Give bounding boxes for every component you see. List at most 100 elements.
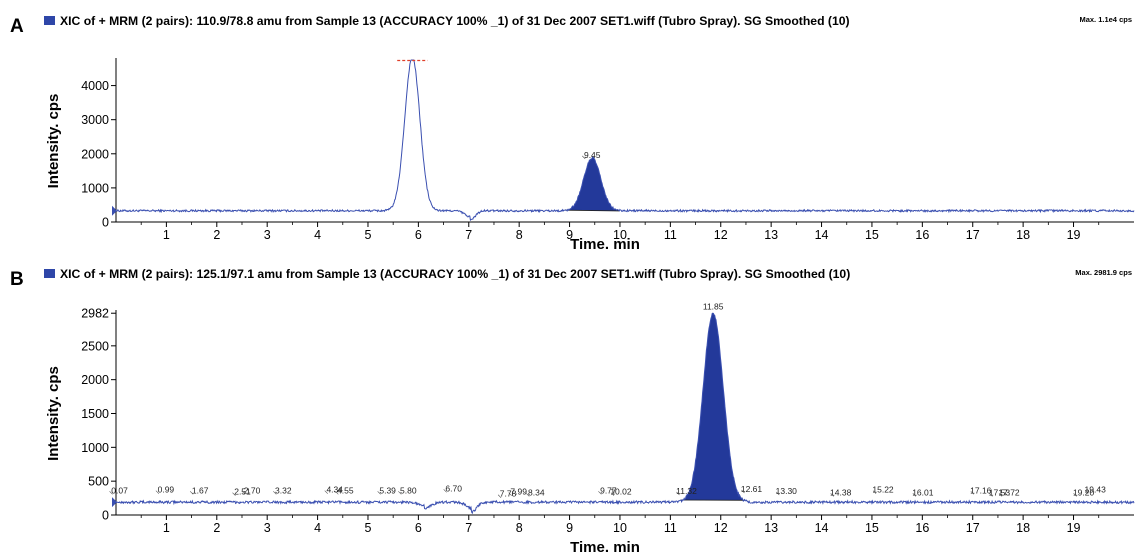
x-tick-label: 5	[365, 521, 372, 535]
x-tick-label: 12	[714, 521, 728, 535]
baseline-arrow	[112, 205, 117, 216]
x-tick-label: 1	[163, 228, 170, 242]
peak-retention-label: 3.32	[275, 485, 292, 495]
x-tick-label: 18	[1016, 228, 1030, 242]
x-tick-label: 6	[415, 521, 422, 535]
label-leader	[335, 491, 339, 495]
x-tick-label: 4	[314, 228, 321, 242]
x-tick-label: 6	[415, 228, 422, 242]
label-leader	[970, 491, 975, 495]
peak-retention-label: 17.72	[998, 487, 1020, 497]
y-tick-label: 2000	[81, 373, 109, 387]
label-leader	[676, 491, 680, 496]
legend-swatch	[44, 269, 55, 278]
peak-retention-label: 9.45	[584, 150, 601, 160]
series-line	[115, 59, 1135, 222]
peak-retention-label: 7.78	[500, 489, 517, 499]
peak-retention-label: 11.32	[676, 486, 697, 496]
label-leader	[989, 493, 993, 497]
peak-retention-label: 0.07	[111, 485, 128, 495]
peak-baseline	[565, 209, 620, 212]
y-tick-label: 0	[102, 509, 109, 523]
label-leader	[189, 491, 194, 495]
label-leader	[508, 492, 512, 496]
peak-retention-label: 19.20	[1073, 487, 1095, 497]
baseline-arrow	[112, 497, 117, 508]
integrated-peak-area	[681, 313, 746, 502]
y-tick-label: 4000	[81, 79, 109, 93]
y-tick-label: 2500	[81, 339, 109, 353]
x-tick-label: 1	[163, 521, 170, 535]
label-leader	[155, 490, 160, 494]
series-line	[115, 312, 1135, 515]
y-tick-label: 1000	[81, 441, 109, 455]
x-tick-label: 18	[1016, 521, 1030, 535]
label-leader	[598, 491, 602, 495]
x-tick-label: 10	[613, 228, 627, 242]
label-leader	[582, 155, 586, 160]
x-tick-label: 3	[264, 228, 271, 242]
y-tick-label: 2000	[81, 147, 109, 161]
peak-retention-label: 12.61	[741, 484, 763, 494]
y-axis-label: Intensity. cps	[45, 366, 62, 461]
x-tick-label: 8	[516, 521, 523, 535]
peak-retention-label: 7.99	[510, 487, 527, 497]
peak-retention-label: 17.53	[989, 487, 1011, 497]
peak-retention-label: 19.43	[1085, 485, 1107, 495]
x-tick-label: 16	[915, 521, 929, 535]
label-leader	[998, 493, 1003, 497]
x-tick-label: 7	[465, 521, 472, 535]
label-leader	[526, 493, 530, 497]
x-tick-label: 8	[516, 228, 523, 242]
x-tick-label: 2	[213, 228, 220, 242]
chart-panel-a: A XIC of + MRM (2 pairs): 110.9/78.8 amu …	[10, 14, 1135, 253]
peak-retention-label: 4.55	[337, 485, 354, 495]
x-tick-label: 13	[764, 521, 778, 535]
peak-retention-label: 11.85	[703, 301, 724, 311]
label-leader	[872, 490, 877, 494]
x-tick-label: 10	[613, 521, 627, 535]
peak-retention-label: 2.70	[244, 485, 261, 495]
x-axis-label: Time. min	[570, 539, 640, 556]
label-leader	[1084, 490, 1089, 494]
peak-retention-label: 9.77	[600, 485, 617, 495]
peak-retention-label: 16.01	[912, 487, 934, 497]
label-leader	[741, 489, 745, 494]
label-leader	[912, 493, 917, 497]
x-tick-label: 17	[966, 521, 980, 535]
x-tick-label: 9	[566, 228, 573, 242]
panel-label: A	[10, 16, 24, 37]
x-tick-label: 19	[1067, 521, 1081, 535]
x-tick-label: 14	[815, 228, 829, 242]
peak-retention-label: 13.30	[776, 486, 798, 496]
label-leader	[324, 490, 328, 494]
x-tick-label: 5	[365, 228, 372, 242]
y-tick-label: 1500	[81, 407, 109, 421]
x-tick-label: 11	[664, 521, 677, 535]
label-leader	[776, 491, 780, 496]
x-tick-label: 2	[213, 521, 220, 535]
label-leader	[610, 492, 615, 496]
chart-panel-b: B XIC of + MRM (2 pairs): 125.1/97.1 amu …	[10, 267, 1135, 556]
peak-retention-label: 5.80	[400, 485, 417, 495]
y-tick-label: 2982	[81, 307, 109, 321]
x-tick-label: 7	[465, 228, 472, 242]
x-tick-label: 11	[664, 228, 677, 242]
x-tick-label: 17	[966, 228, 980, 242]
peak-retention-label: 14.38	[830, 487, 852, 497]
y-tick-label: 0	[102, 216, 109, 230]
label-leader	[109, 491, 113, 495]
peak-retention-label: 10.02	[610, 487, 632, 497]
y-axis-label: Intensity. cps	[45, 94, 62, 189]
x-tick-label: 16	[915, 228, 929, 242]
peak-retention-label: 4.34	[326, 485, 343, 495]
x-tick-label: 9	[566, 521, 573, 535]
integrated-peak-area	[565, 157, 620, 211]
x-tick-label: 19	[1067, 228, 1081, 242]
x-tick-label: 15	[865, 228, 879, 242]
y-tick-label: 3000	[81, 113, 109, 127]
x-tick-label: 14	[815, 521, 829, 535]
label-leader	[377, 491, 381, 495]
label-leader	[1073, 493, 1077, 497]
